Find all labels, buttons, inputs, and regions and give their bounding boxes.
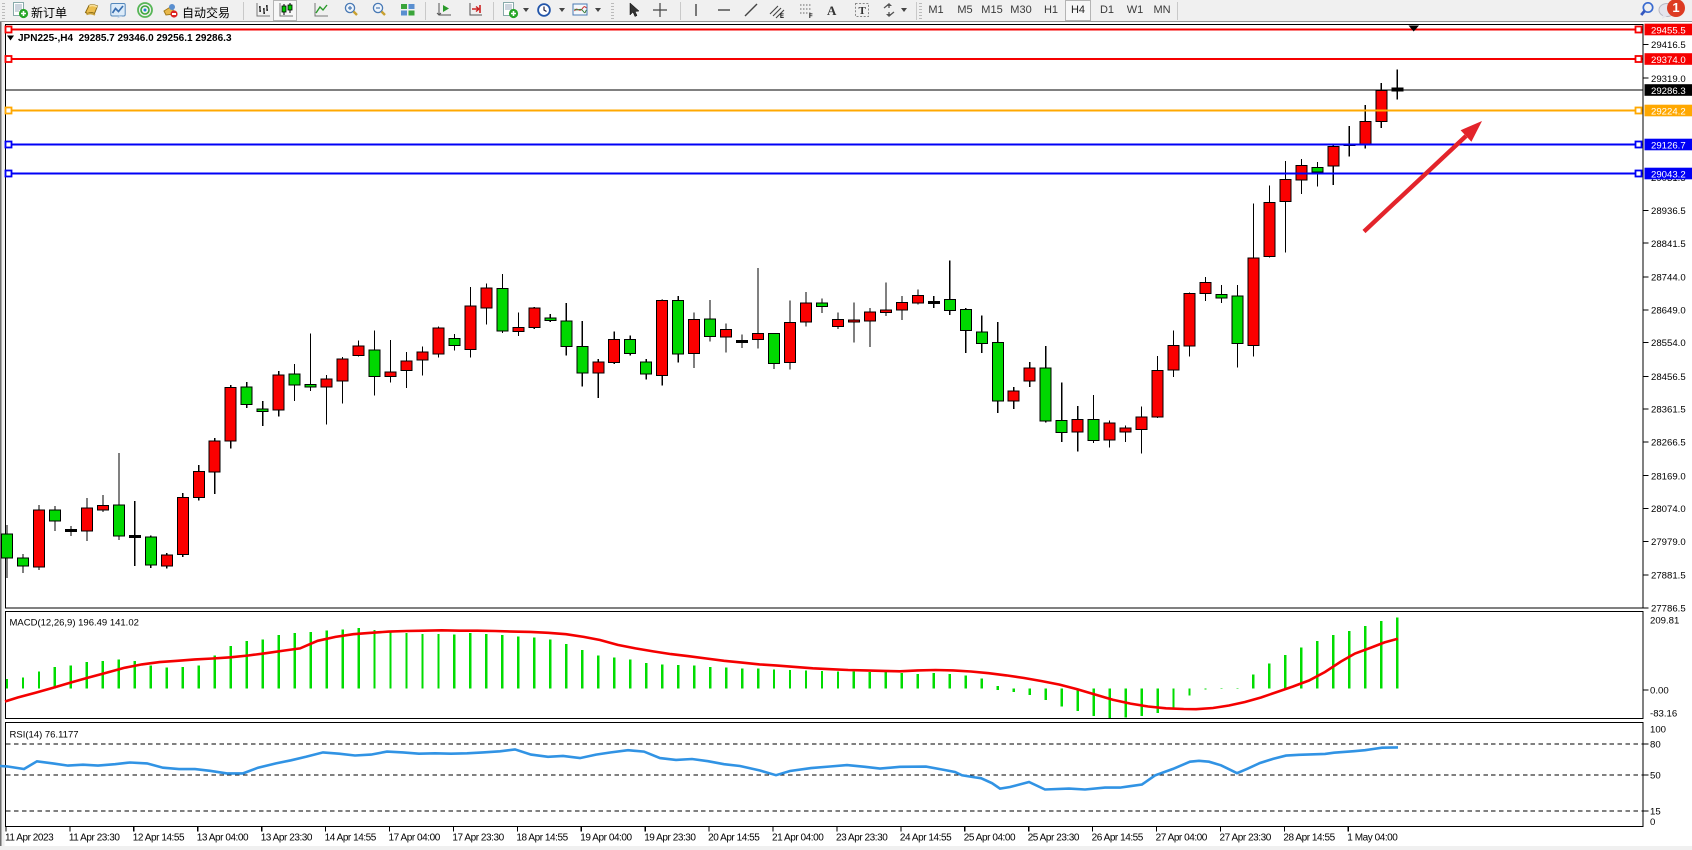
svg-text:27786.5: 27786.5 [1651,604,1686,615]
svg-text:17 Apr 04:00: 17 Apr 04:00 [389,833,441,844]
svg-text:21 Apr 04:00: 21 Apr 04:00 [772,833,824,844]
svg-text:29286.3: 29286.3 [1651,86,1686,97]
svg-text:29224.2: 29224.2 [1651,106,1686,117]
svg-text:209.81: 209.81 [1650,616,1679,627]
svg-text:0: 0 [1650,817,1655,828]
svg-text:29416.5: 29416.5 [1651,40,1686,51]
svg-text:28266.5: 28266.5 [1651,438,1686,449]
svg-text:12 Apr 14:55: 12 Apr 14:55 [133,833,185,844]
svg-text:14 Apr 14:55: 14 Apr 14:55 [325,833,377,844]
svg-text:28936.5: 28936.5 [1651,206,1686,217]
svg-text:20 Apr 14:55: 20 Apr 14:55 [708,833,760,844]
svg-text:28841.5: 28841.5 [1651,239,1686,250]
svg-text:28074.0: 28074.0 [1651,504,1686,515]
svg-text:18 Apr 14:55: 18 Apr 14:55 [516,833,568,844]
svg-text:25 Apr 23:30: 25 Apr 23:30 [1028,833,1080,844]
svg-text:28169.0: 28169.0 [1651,471,1686,482]
svg-text:27881.5: 27881.5 [1651,571,1686,582]
svg-text:19 Apr 04:00: 19 Apr 04:00 [580,833,632,844]
svg-text:100: 100 [1650,725,1666,736]
svg-text:25 Apr 04:00: 25 Apr 04:00 [964,833,1016,844]
svg-text:50: 50 [1650,771,1661,782]
svg-text:F: F [809,14,813,19]
svg-text:29043.2: 29043.2 [1651,169,1686,180]
svg-text:-83.16: -83.16 [1650,709,1677,720]
svg-text:0.00: 0.00 [1650,686,1669,697]
svg-text:1 May 04:00: 1 May 04:00 [1347,833,1398,844]
svg-text:28361.5: 28361.5 [1651,405,1686,416]
svg-text:MACD(12,26,9) 196.49 141.02: MACD(12,26,9) 196.49 141.02 [10,618,139,629]
svg-text:11 Apr 2023: 11 Apr 2023 [5,833,54,844]
svg-text:28744.0: 28744.0 [1651,273,1686,284]
svg-text:RSI(14) 76.1177: RSI(14) 76.1177 [10,730,79,741]
svg-text:13 Apr 04:00: 13 Apr 04:00 [197,833,249,844]
svg-text:28554.0: 28554.0 [1651,338,1686,349]
svg-text:13 Apr 23:30: 13 Apr 23:30 [261,833,313,844]
svg-text:11 Apr 23:30: 11 Apr 23:30 [69,833,120,844]
svg-text:29374.0: 29374.0 [1651,55,1686,66]
svg-text:29455.5: 29455.5 [1651,25,1686,36]
svg-text:23 Apr 23:30: 23 Apr 23:30 [836,833,888,844]
svg-text:19 Apr 23:30: 19 Apr 23:30 [644,833,696,844]
svg-text:17 Apr 23:30: 17 Apr 23:30 [452,833,504,844]
svg-text:26 Apr 14:55: 26 Apr 14:55 [1092,833,1144,844]
svg-text:28649.0: 28649.0 [1651,305,1686,316]
svg-text:27 Apr 23:30: 27 Apr 23:30 [1220,833,1272,844]
svg-text:JPN225-,H4 29285.7 29346.0 29: JPN225-,H4 29285.7 29346.0 29256.1 29286… [18,33,232,44]
svg-text:29319.0: 29319.0 [1651,74,1686,85]
svg-text:27979.0: 27979.0 [1651,537,1686,548]
svg-text:27 Apr 04:00: 27 Apr 04:00 [1156,833,1208,844]
svg-text:28 Apr 14:55: 28 Apr 14:55 [1283,833,1335,844]
svg-text:E: E [780,14,784,19]
svg-text:80: 80 [1650,740,1661,751]
svg-text:15: 15 [1650,807,1661,818]
svg-text:T: T [859,5,867,17]
svg-text:28456.5: 28456.5 [1651,372,1686,383]
svg-text:29126.7: 29126.7 [1651,140,1686,151]
svg-text:24 Apr 14:55: 24 Apr 14:55 [900,833,952,844]
